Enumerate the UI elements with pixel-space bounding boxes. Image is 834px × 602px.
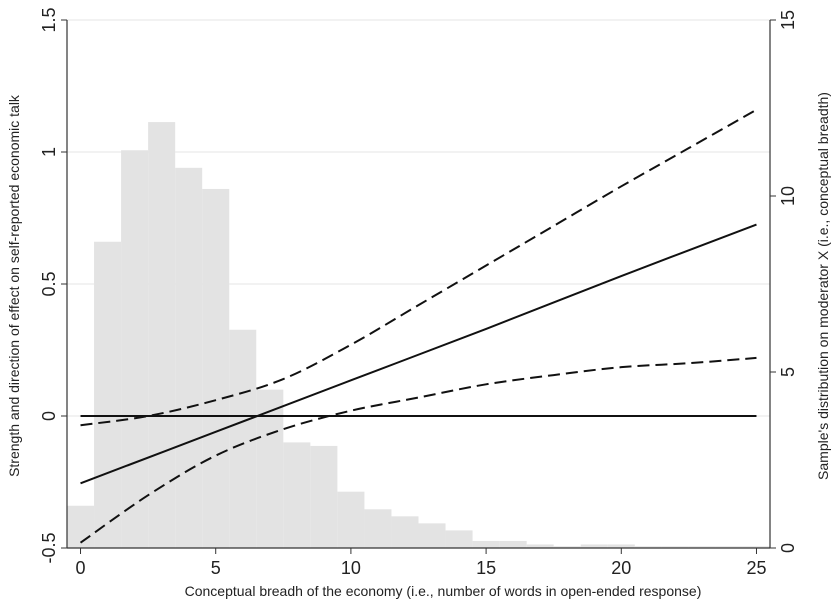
histogram-bar (310, 445, 338, 548)
y-left-tick-label: -0.5 (39, 532, 59, 563)
x-axis-title: Conceptual breadh of the economy (i.e., … (185, 583, 702, 599)
histogram-bar (202, 188, 230, 548)
x-tick-label: 5 (211, 558, 221, 578)
x-tick-label: 15 (476, 558, 496, 578)
y-right-tick-label: 0 (778, 543, 798, 553)
tick-label-layer: 0 5 10 15 20 25 -0.5 0 0.5 1 1.5 0 5 10 15 (39, 7, 798, 578)
line-layer (79, 108, 757, 544)
histogram-bar (337, 491, 365, 548)
histogram-bar (148, 122, 176, 548)
y-left-tick-label: 1 (39, 147, 59, 157)
histogram-bar (364, 509, 392, 548)
estimate-line (80, 223, 757, 485)
histogram-bar (391, 516, 419, 548)
x-tick-label: 25 (746, 558, 766, 578)
histogram-bar (67, 505, 95, 548)
histogram-bar (553, 546, 581, 548)
x-tick-label: 10 (341, 558, 361, 578)
histogram-bar (256, 389, 284, 548)
y-right-tick-label: 15 (778, 10, 798, 30)
histogram-bar (283, 442, 311, 548)
lower-ci-line (79, 356, 757, 544)
histogram-bar (175, 167, 203, 548)
histogram-bar (742, 546, 770, 548)
y-right-tick-label: 5 (778, 367, 798, 377)
histogram-bar (418, 523, 446, 548)
y-right-tick-label: 10 (778, 186, 798, 206)
y-left-tick-label: 0 (39, 411, 59, 421)
histogram-bar (121, 150, 149, 549)
histogram-bar (526, 544, 554, 548)
y-left-tick-label: 0.5 (39, 271, 59, 296)
y-left-tick-label: 1.5 (39, 7, 59, 32)
upper-ci-line (80, 108, 757, 427)
histogram-bar (472, 540, 500, 548)
histogram-bar (229, 329, 257, 548)
histogram-layer (67, 122, 770, 549)
histogram-bar (499, 540, 527, 548)
histogram-bar (634, 546, 662, 548)
y-axis-title-left: Strength and direction of effect on self… (6, 94, 22, 477)
histogram-bar (688, 546, 716, 548)
x-tick-label: 0 (76, 558, 86, 578)
histogram-bar (715, 546, 743, 548)
histogram-bar (661, 546, 689, 548)
histogram-bar (445, 530, 473, 548)
histogram-bar (607, 544, 635, 548)
y-axis-title-right: Sample's distribution on moderator X (i.… (815, 92, 831, 480)
histogram-bar (94, 241, 122, 548)
histogram-bar (580, 544, 608, 548)
x-tick-label: 20 (611, 558, 631, 578)
axis-layer (61, 19, 776, 554)
